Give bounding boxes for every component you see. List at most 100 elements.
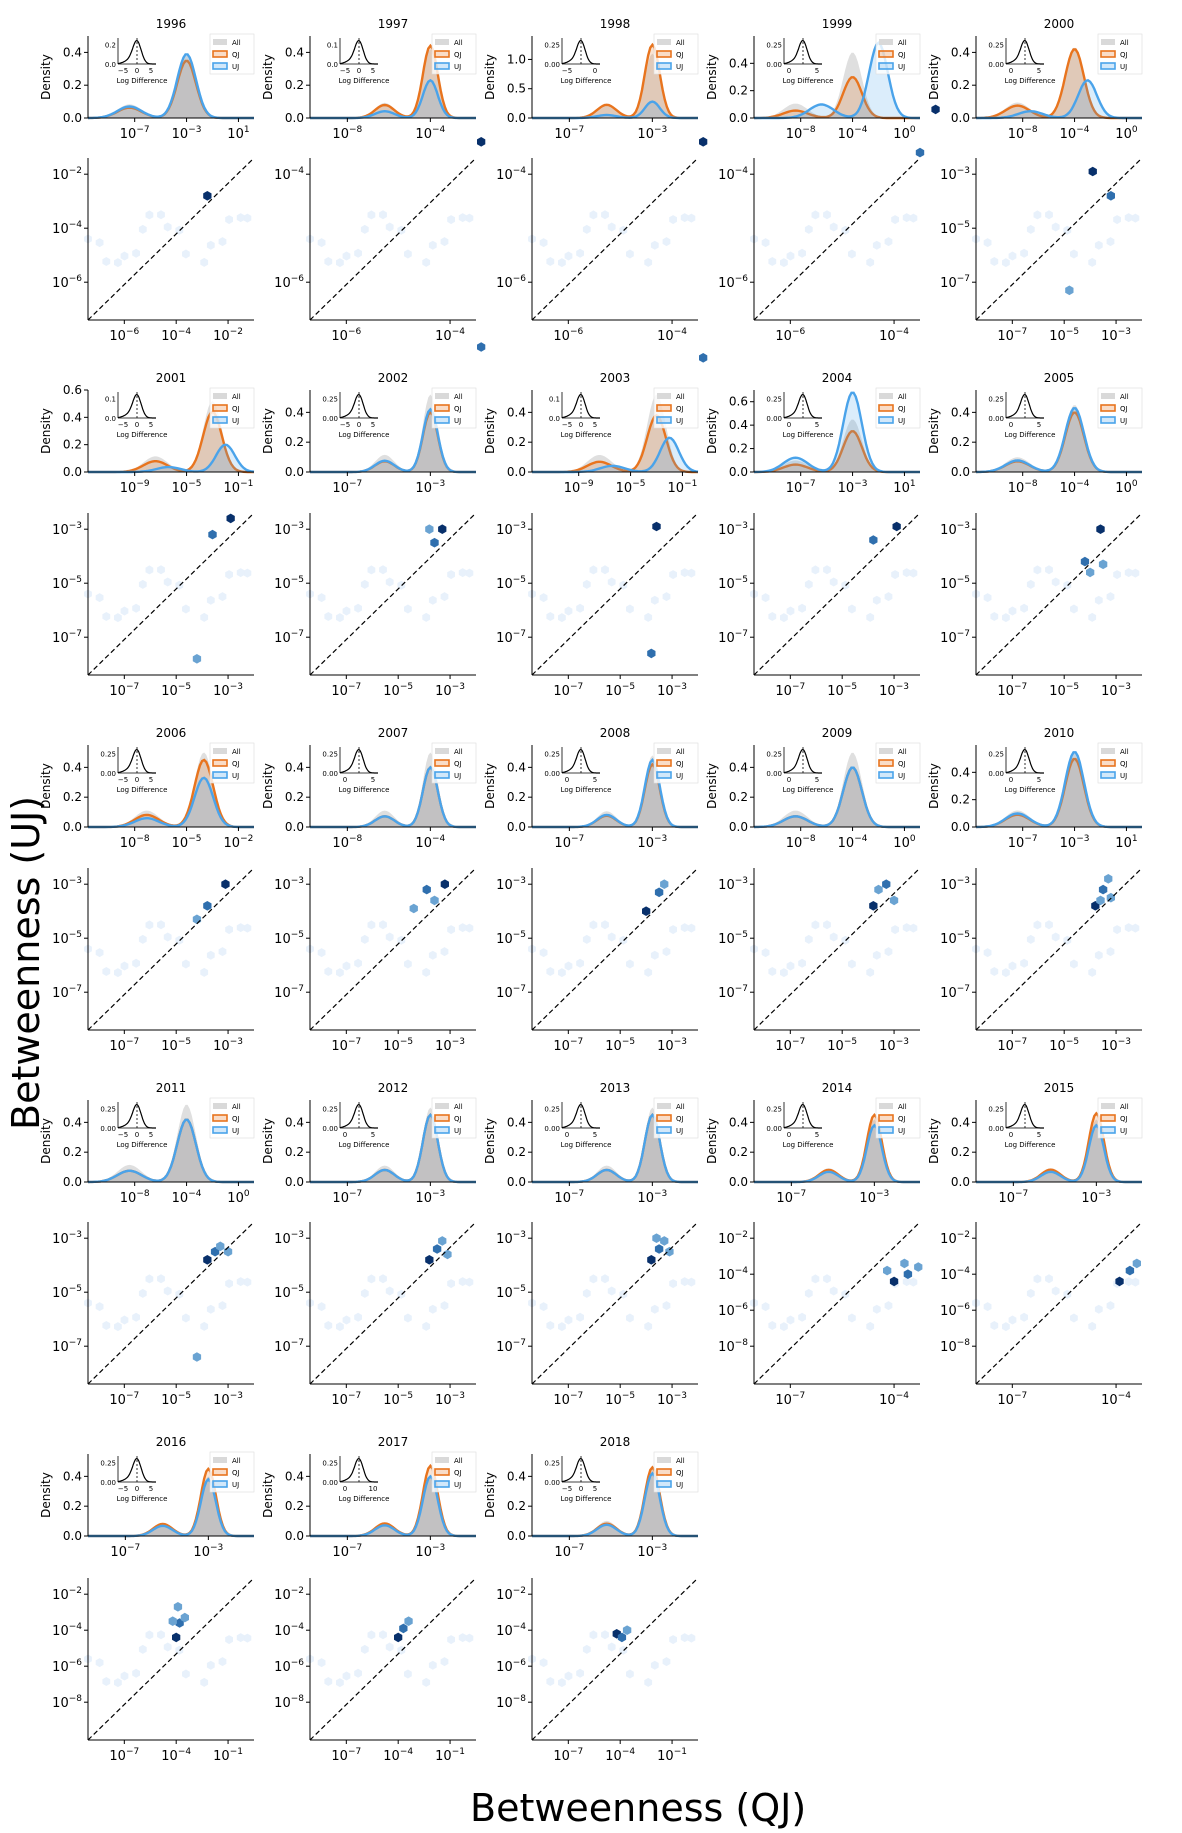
hex-faint	[145, 920, 154, 930]
hexbin-ytick-label: 10−4	[274, 166, 304, 183]
hex-faint	[120, 1315, 129, 1325]
density-xtick-label: 10−3	[859, 1189, 889, 1206]
density-ytick-label: 0.2	[63, 1145, 82, 1159]
legend-2014: All QJ UJ	[875, 1097, 921, 1139]
inset-xtick-label: −5	[118, 1131, 128, 1139]
hexbin-xtick-label: 10−7	[109, 682, 139, 699]
density-ytick-label: 0.2	[285, 1145, 304, 1159]
legend-swatch-qj	[656, 50, 672, 58]
legend-label-uj: UJ	[1120, 1127, 1127, 1135]
inset-xtick-label: 5	[815, 421, 819, 429]
hex-faint	[601, 1274, 609, 1284]
hexbin-ytick-label: 10−3	[52, 876, 82, 893]
hex-faint	[1113, 570, 1121, 580]
legend-swatch-qj	[434, 404, 450, 412]
legend-label-qj: QJ	[898, 760, 906, 768]
inset-xlabel: Log Difference	[339, 786, 390, 794]
inset-2004: 0.00 0.25 0 5 Log Difference	[766, 392, 833, 439]
hexbin-ytick-label: 10−3	[52, 521, 82, 538]
hex-faint	[619, 935, 628, 945]
legend-swatch-uj	[878, 62, 894, 70]
hex-faint	[1026, 1288, 1035, 1298]
hex-faint	[95, 238, 104, 248]
legend-2011: All QJ UJ	[209, 1097, 255, 1139]
legend-label-all: All	[454, 1103, 463, 1111]
legend-2010: All QJ UJ	[1097, 742, 1143, 784]
hex-faint	[983, 1302, 992, 1312]
hexbin-ytick-label: 10−5	[940, 575, 970, 592]
density-panel-2002: 0.0 0.2 0.4 10−7 10−3 Density 2002 0.00 0.25 −5 0 5…	[261, 371, 477, 496]
hex-faint	[680, 923, 689, 933]
inset-curve	[783, 393, 822, 419]
hex-faint	[102, 1677, 111, 1686]
inset-xlabel: Log Difference	[339, 77, 390, 85]
inset-xtick-label: 5	[149, 1131, 153, 1139]
hex-faint	[607, 222, 616, 232]
legend-2017: All QJ UJ	[431, 1451, 477, 1493]
hex-faint	[1070, 1313, 1078, 1323]
hex-faint	[619, 225, 628, 235]
hex-faint	[1063, 225, 1072, 235]
hex-faint	[1051, 577, 1060, 587]
hexbin-ytick-label: 10−3	[940, 521, 970, 538]
hex-faint	[841, 1289, 850, 1299]
hex-point	[1106, 191, 1115, 201]
hex-point	[208, 529, 217, 540]
panel-title: 2003	[600, 371, 631, 385]
density-panel-2007: 0.0 0.2 0.4 10−8 10−4 Density 2007 0.00 0.25 0 5 Lo…	[261, 726, 477, 851]
density-ytick-label: 0.4	[285, 760, 304, 774]
inset-curve	[117, 39, 156, 65]
inset-ytick-label: 0.00	[322, 415, 338, 423]
inset-curve	[561, 1103, 600, 1129]
density-axis-label: Density	[261, 1472, 275, 1518]
hexbin-xtick-label: 10−6	[553, 327, 583, 344]
hex-faint	[404, 1669, 412, 1679]
legend-label-qj: QJ	[676, 760, 684, 768]
inset-xlabel: Log Difference	[561, 431, 612, 439]
hex-faint	[564, 1671, 573, 1681]
diagonal-line	[753, 867, 921, 1031]
hex-point	[889, 1276, 899, 1287]
hexbin-xtick-label: 10−4	[1101, 1391, 1131, 1408]
hexbin-xtick-label: 10−5	[605, 1037, 635, 1054]
hex-point	[889, 895, 899, 906]
inset-curve	[117, 1457, 156, 1483]
legend-swatch-uj	[878, 1126, 894, 1134]
inset-2000: 0.00 0.25 0 5 Log Difference	[988, 38, 1055, 85]
inset-2001: 0.0 0.1 −5 0 5 Log Difference	[105, 392, 167, 439]
density-xtick-label: 10−3	[637, 1189, 667, 1206]
legend-swatch-qj	[212, 50, 228, 58]
inset-2015: 0.00 0.25 0 5 Log Difference	[988, 1102, 1055, 1149]
hex-faint	[1106, 947, 1115, 957]
inset-xtick-label: 0	[1009, 67, 1013, 75]
panel-title: 2006	[156, 726, 187, 740]
hex-faint	[626, 249, 634, 259]
hex-faint	[114, 968, 122, 978]
inset-2010: 0.00 0.25 0 5 Log Difference	[988, 747, 1055, 794]
inset-xtick-label: 0	[343, 1131, 347, 1139]
legend-label-all: All	[898, 39, 907, 47]
hex-faint	[1063, 1289, 1072, 1299]
density-ytick-label: 0.4	[951, 1115, 970, 1129]
hexbin-ytick-label: 10−5	[496, 1284, 526, 1301]
hex-faint	[786, 1315, 795, 1325]
hex-faint	[200, 967, 209, 977]
legend-label-uj: UJ	[898, 772, 905, 780]
hex-point	[699, 353, 708, 363]
inset-xlabel: Log Difference	[339, 431, 390, 439]
legend-swatch-all	[657, 39, 671, 45]
hexbin-panel-1999: 10−6 10−4 10−6 10−4	[718, 104, 940, 344]
legend-swatch-all	[1101, 748, 1115, 754]
hex-faint	[458, 1277, 467, 1287]
hex-faint	[428, 595, 437, 605]
hexbin-ytick-label: 10−6	[52, 1658, 82, 1675]
hex-faint	[687, 568, 696, 578]
density-ytick-label: 0.0	[729, 111, 748, 125]
diagonal-line	[87, 1221, 255, 1385]
diagonal-line	[531, 867, 699, 1031]
hexbin-panel-2016: 10−8 10−6 10−4 10−2 10−7 10−4 10−1	[52, 1577, 255, 1764]
hex-faint	[1070, 604, 1078, 614]
hex-faint	[607, 932, 616, 942]
hex-faint	[243, 1633, 252, 1643]
hex-faint	[114, 258, 122, 268]
